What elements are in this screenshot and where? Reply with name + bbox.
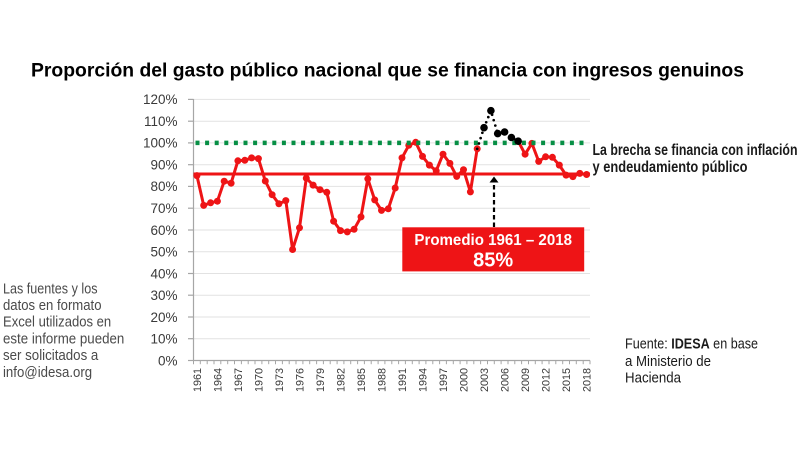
svg-text:ser solicitados a: ser solicitados a xyxy=(3,348,99,364)
svg-text:2018: 2018 xyxy=(582,368,594,392)
svg-text:este informe pueden: este informe pueden xyxy=(3,331,124,347)
svg-text:1985: 1985 xyxy=(356,368,368,392)
svg-text:datos en formato: datos en formato xyxy=(3,298,102,314)
svg-text:1997: 1997 xyxy=(438,368,450,392)
svg-text:120%: 120% xyxy=(143,92,178,107)
svg-text:110%: 110% xyxy=(144,114,178,129)
svg-text:La brecha se financia con infl: La brecha se financia con inflación xyxy=(593,142,798,159)
svg-text:2006: 2006 xyxy=(500,368,512,392)
svg-text:a Ministerio de: a Ministerio de xyxy=(625,353,711,370)
svg-text:90%: 90% xyxy=(150,158,177,173)
svg-text:2009: 2009 xyxy=(520,368,532,392)
svg-text:y endeudamiento público: y endeudamiento público xyxy=(593,159,748,176)
svg-text:2015: 2015 xyxy=(561,368,573,392)
svg-text:1961: 1961 xyxy=(192,368,204,392)
svg-text:100%: 100% xyxy=(143,136,178,151)
svg-text:0%: 0% xyxy=(158,353,178,368)
svg-text:1988: 1988 xyxy=(376,368,388,392)
svg-text:2000: 2000 xyxy=(458,368,470,392)
svg-text:1964: 1964 xyxy=(212,368,224,392)
svg-text:1973: 1973 xyxy=(274,368,286,392)
svg-text:20%: 20% xyxy=(150,310,177,325)
svg-text:1994: 1994 xyxy=(417,368,429,392)
svg-text:info@idesa.org: info@idesa.org xyxy=(3,365,92,381)
svg-text:1982: 1982 xyxy=(335,368,347,392)
svg-text:40%: 40% xyxy=(150,266,177,281)
svg-text:1979: 1979 xyxy=(315,368,327,392)
svg-text:2003: 2003 xyxy=(479,368,491,392)
svg-text:2012: 2012 xyxy=(541,368,553,392)
svg-text:1970: 1970 xyxy=(253,368,265,392)
svg-text:Las fuentes y los: Las fuentes y los xyxy=(3,281,98,297)
svg-text:Proporción del gasto público n: Proporción del gasto público nacional qu… xyxy=(31,60,744,82)
svg-text:70%: 70% xyxy=(150,201,177,216)
svg-text:30%: 30% xyxy=(150,288,177,303)
svg-text:50%: 50% xyxy=(150,245,177,260)
svg-text:Fuente: IDESA en base: Fuente: IDESA en base xyxy=(625,336,758,353)
svg-text:60%: 60% xyxy=(150,223,177,238)
svg-text:Hacienda: Hacienda xyxy=(625,370,682,387)
svg-text:80%: 80% xyxy=(150,179,177,194)
svg-text:Excel utilizados en: Excel utilizados en xyxy=(3,315,111,331)
svg-text:85%: 85% xyxy=(473,249,513,271)
svg-text:Promedio 1961 – 2018: Promedio 1961 – 2018 xyxy=(414,232,572,249)
svg-text:1991: 1991 xyxy=(397,368,409,392)
svg-text:1967: 1967 xyxy=(233,368,245,392)
svg-text:1976: 1976 xyxy=(294,368,306,392)
svg-text:10%: 10% xyxy=(150,332,177,347)
